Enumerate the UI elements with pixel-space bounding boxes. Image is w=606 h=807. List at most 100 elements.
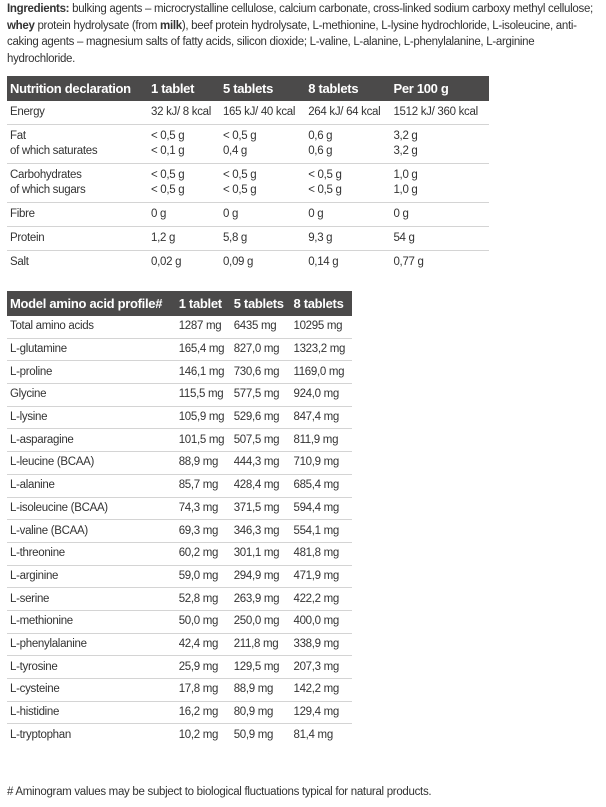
value: 5,8 g (222, 232, 248, 244)
amino-name: L-proline (7, 360, 176, 385)
amino-value: 371,5 mg (230, 497, 291, 521)
amino-value: 115,5 mg (175, 383, 231, 407)
amino-value: 529,6 mg (230, 406, 291, 430)
amino-name: L-arginine (7, 565, 176, 589)
amino-value: 294,9 mg (230, 565, 291, 589)
nutrient-value: 165 kJ/ 40 kcal (219, 101, 306, 125)
table-row: L-asparagine 101,5 mg 507,5 mg 811,9 mg (7, 428, 352, 453)
amino-name: L-serine (7, 587, 176, 611)
nutrient-label: Carbohydrates of which sugars (7, 163, 148, 203)
amino-acid-table: Model amino acid profile# 1 tablet 5 table… (7, 291, 352, 746)
table-row: L-lysine 105,9 mg 529,6 mg 847,4 mg (7, 406, 352, 430)
value: < 0,1 g (151, 145, 185, 157)
value: 0,6 g (308, 130, 333, 142)
column-header: 5 tablets (230, 291, 291, 316)
table-row: Protein 1,2 g 5,8 g 9,3 g 54 g (7, 226, 489, 251)
ingredients-part: ), beef protein hydrolysate, L-methionin… (7, 19, 577, 65)
amino-value: 1169,0 mg (290, 360, 352, 385)
value: 0,6 g (308, 145, 333, 157)
nutrient-label: Fat of which saturates (7, 124, 148, 164)
amino-value: 50,0 mg (175, 610, 231, 634)
nutrient-label: Energy (7, 101, 148, 125)
value: < 0,5 g (151, 169, 185, 181)
table-row: Energy 32 kJ/ 8 kcal 165 kJ/ 40 kcal 264 kJ… (7, 101, 489, 125)
table-row: L-tyrosine 25,9 mg 129,5 mg 207,3 mg (7, 655, 352, 679)
value: < 0,5 g (222, 184, 257, 196)
column-header: 8 tablets (290, 291, 352, 316)
amino-name: L-threonine (7, 542, 176, 566)
value: 0 g (151, 208, 167, 220)
value: < 0,5 g (151, 130, 185, 142)
amino-name: L-isoleucine (BCAA) (7, 497, 176, 521)
table-row: L-isoleucine (BCAA) 74,3 mg 371,5 mg 594,4 … (7, 497, 352, 521)
amino-value: 50,9 mg (233, 728, 274, 741)
nutrient-value: 0,6 g 0,6 g (305, 124, 391, 164)
value: < 0,5 g (308, 184, 342, 196)
amino-value: 59,0 mg (175, 565, 231, 589)
nutrient-value: 1512 kJ/ 360 kcal (390, 101, 489, 125)
value: < 0,5 g (222, 130, 257, 142)
amino-name: L-asparagine (7, 428, 176, 453)
value: 3,2 g (393, 130, 418, 142)
table-row: Carbohydrates of which sugars < 0,5 g < 0,5… (7, 163, 489, 203)
nutrient-value: 0,02 g (148, 251, 220, 275)
nutrient-value: 0,14 g (305, 251, 390, 275)
column-header: Model amino acid profile# (7, 291, 176, 316)
value: 0 g (308, 208, 324, 220)
nutrient-value: 0 g (305, 202, 391, 227)
amino-value: 471,9 mg (290, 565, 352, 589)
amino-value: 142,2 mg (290, 678, 352, 702)
table-row: L-glutamine 165,4 mg 827,0 mg 1323,2 mg (7, 338, 352, 362)
amino-value: 129,5 mg (230, 655, 291, 679)
nutrient-value: 9,3 g (305, 226, 391, 251)
amino-value: 6435 mg (230, 316, 291, 339)
amino-value: 60,2 mg (175, 542, 231, 566)
amino-value: 105,9 mg (175, 406, 231, 430)
amino-value: 924,0 mg (290, 383, 352, 407)
amino-value: 577,5 mg (230, 383, 291, 407)
amino-value: 710,9 mg (290, 451, 352, 475)
amino-value: 10,2 mg (178, 728, 219, 741)
amino-value: 428,4 mg (230, 474, 291, 498)
amino-value: 685,4 mg (290, 474, 352, 498)
amino-name: L-histidine (7, 701, 176, 725)
nutrient-name: Energy (10, 106, 45, 118)
value: < 0,5 g (151, 184, 185, 196)
value: 32 kJ/ 8 kcal (151, 106, 212, 118)
amino-value: 25,9 mg (175, 655, 231, 679)
nutrient-value: < 0,5 g < 0,5 g (219, 163, 306, 203)
amino-name: L-lysine (7, 406, 176, 430)
amino-value: 74,3 mg (175, 497, 231, 521)
nutrient-label: Salt (7, 251, 148, 275)
table-row: L-cysteine 17,8 mg 88,9 mg 142,2 mg (7, 678, 352, 702)
value: 9,3 g (308, 232, 333, 244)
amino-value: 250,0 mg (230, 610, 291, 634)
amino-name: Total amino acids (7, 316, 176, 339)
column-header: Nutrition declaration (7, 76, 148, 101)
column-header: 1 tablet (148, 76, 220, 101)
nutrient-value: 1,0 g 1,0 g (390, 163, 489, 203)
amino-name: L-alanine (7, 474, 176, 498)
nutrient-name: of which sugars (10, 184, 86, 196)
amino-value: 481,8 mg (290, 542, 352, 566)
ingredients-part: bulking agents – microcrystalline cellul… (69, 3, 593, 15)
amino-name: L-glutamine (7, 338, 176, 362)
amino-value: 165,4 mg (175, 338, 231, 362)
amino-value: 422,2 mg (290, 587, 352, 611)
table-row: L-leucine (BCAA) 88,9 mg 444,3 mg 710,9 mg (7, 451, 352, 475)
amino-name: Glycine (7, 383, 176, 407)
value: 264 kJ/ 64 kcal (308, 106, 381, 118)
table-row: L-valine (BCAA) 69,3 mg 346,3 mg 554,1 mg (7, 519, 352, 543)
amino-value: 10295 mg (290, 316, 352, 339)
amino-value: 400,0 mg (290, 610, 352, 634)
amino-value: 129,4 mg (290, 701, 352, 725)
nutrient-value: < 0,5 g < 0,5 g (305, 163, 391, 203)
value: 0,09 g (222, 256, 254, 268)
nutrient-value: 5,8 g (219, 226, 306, 251)
amino-value: 346,3 mg (230, 519, 291, 543)
table-row: L-proline 146,1 mg 730,6 mg 1169,0 mg (7, 360, 352, 385)
nutrient-value: < 0,5 g < 0,5 g (148, 163, 220, 203)
value: 1,2 g (151, 232, 176, 244)
amino-value: 263,9 mg (230, 587, 291, 611)
amino-value: 211,8 mg (230, 633, 291, 657)
